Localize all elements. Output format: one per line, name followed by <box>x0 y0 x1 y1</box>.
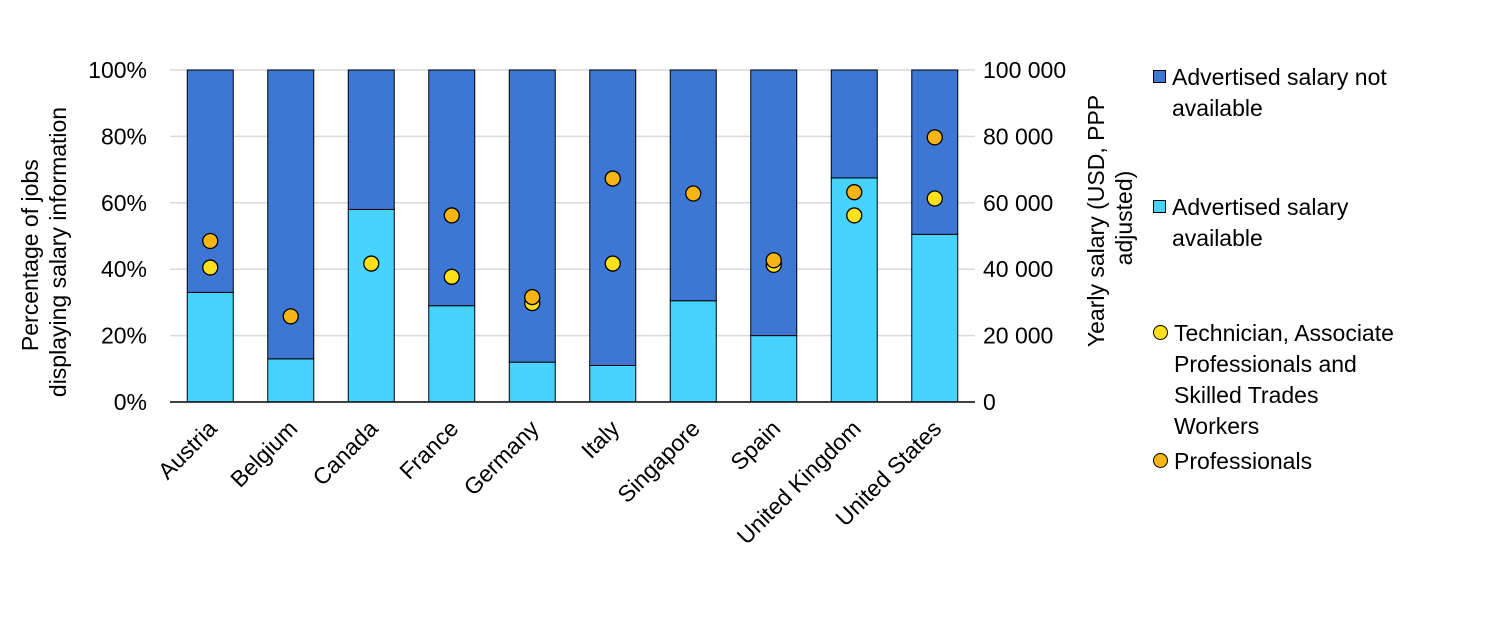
bar-advertised-salary-available-france <box>428 305 476 403</box>
point-professionals-united-states <box>926 129 943 146</box>
point-technician-austria <box>202 259 219 276</box>
bar-advertised-salary-not-available-united-kingdom <box>830 69 878 179</box>
bar-advertised-salary-available-italy <box>589 364 637 403</box>
legend-label: Advertised salary available <box>1172 194 1349 251</box>
right-tick-label: 100 000 <box>983 57 1066 83</box>
bar-advertised-salary-not-available-italy <box>589 69 637 366</box>
bar-advertised-salary-not-available-germany <box>508 69 556 363</box>
right-tick-label: 0 <box>983 389 996 415</box>
bar-advertised-salary-available-canada <box>347 208 395 403</box>
x-tick-label: Singapore <box>612 415 705 508</box>
left-tick-label: 20% <box>101 323 147 349</box>
right-axis-ticks: 0 20 000 40 000 60 000 80 000 100 000 <box>983 57 1066 415</box>
x-tick-label: Italy <box>576 415 625 464</box>
right-tick-label: 60 000 <box>983 190 1053 216</box>
right-tick-label: 20 000 <box>983 323 1053 349</box>
bar-advertised-salary-not-available-canada <box>347 69 395 210</box>
point-professionals-spain <box>765 252 782 269</box>
right-axis-label: Yearly salary (USD, PPP adjusted) <box>1083 89 1137 347</box>
point-professionals-singapore <box>685 185 702 202</box>
bar-advertised-salary-not-available-united-states <box>911 69 959 235</box>
legend-item-professionals: Professionals <box>1153 446 1312 477</box>
left-tick-label: 80% <box>101 123 147 149</box>
bar-advertised-salary-available-spain <box>750 335 798 403</box>
right-tick-label: 40 000 <box>983 256 1053 282</box>
bars <box>186 69 959 403</box>
point-professionals-belgium <box>282 308 299 325</box>
bar-advertised-salary-available-austria <box>186 291 234 403</box>
x-tick-label: France <box>394 415 463 484</box>
bar-advertised-salary-not-available-spain <box>750 69 798 337</box>
legend-swatch-professionals <box>1153 453 1168 468</box>
left-tick-label: 100% <box>88 57 147 83</box>
left-axis-ticks: 0% 20% 40% 60% 80% 100% <box>88 57 147 415</box>
point-professionals-united-kingdom <box>846 184 863 201</box>
right-tick-label: 80 000 <box>983 123 1053 149</box>
data-points <box>202 129 943 325</box>
left-axis-label: Percentage of jobs displaying salary inf… <box>17 107 71 397</box>
x-tick-label: Spain <box>725 415 785 475</box>
legend-label: Technician, Associate Professionals and … <box>1174 320 1394 439</box>
x-tick-label: Canada <box>307 415 383 491</box>
point-technician-united-kingdom <box>846 207 863 224</box>
point-technician-france <box>443 268 460 285</box>
legend-swatch-available <box>1153 200 1166 213</box>
legend-label: Advertised salary not available <box>1172 64 1387 121</box>
bar-advertised-salary-not-available-france <box>428 69 476 307</box>
x-tick-label: Germany <box>459 415 545 501</box>
point-technician-italy <box>604 255 621 272</box>
point-technician-united-states <box>926 190 943 207</box>
left-tick-label: 40% <box>101 256 147 282</box>
left-tick-label: 60% <box>101 190 147 216</box>
legend-item-available: Advertised salary available <box>1153 192 1348 254</box>
left-tick-label: 0% <box>114 389 147 415</box>
legend-label: Professionals <box>1174 448 1313 474</box>
legend-swatch-technician <box>1153 325 1168 340</box>
bar-advertised-salary-available-united-states <box>911 233 959 403</box>
point-professionals-austria <box>202 232 219 250</box>
point-professionals-france <box>443 207 460 224</box>
bar-advertised-salary-not-available-austria <box>186 69 234 293</box>
bar-advertised-salary-available-singapore <box>669 300 717 403</box>
x-tick-label: Belgium <box>225 415 302 492</box>
legend-item-not-available: Advertised salary not available <box>1153 62 1387 124</box>
point-technician-canada <box>363 255 380 272</box>
bar-advertised-salary-available-belgium <box>267 358 315 403</box>
point-professionals-germany <box>524 288 541 306</box>
point-professionals-italy <box>604 170 621 187</box>
bar-advertised-salary-available-germany <box>508 361 556 403</box>
legend-swatch-not-available <box>1153 70 1166 83</box>
x-tick-label: Austria <box>153 415 222 484</box>
legend-item-technician: Technician, Associate Professionals and … <box>1153 318 1394 442</box>
